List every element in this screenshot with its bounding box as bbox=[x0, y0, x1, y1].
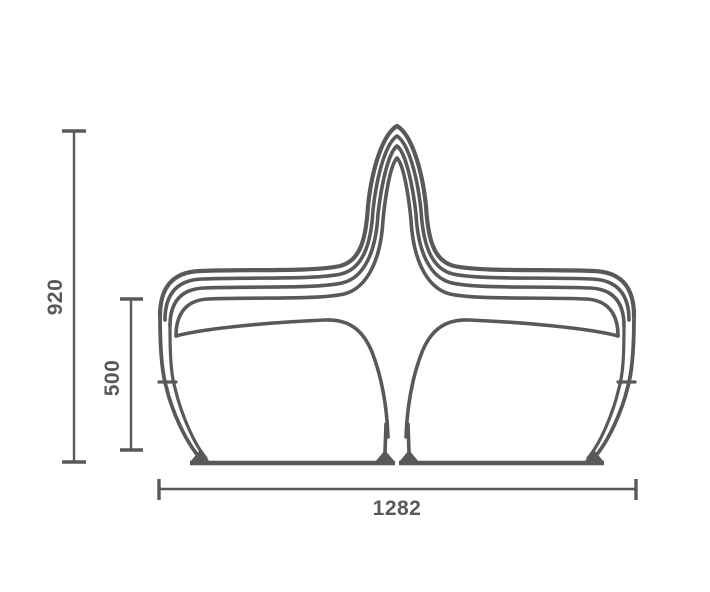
sofa-contour-2 bbox=[163, 134, 631, 322]
dimension-label-overall-height: 920 bbox=[44, 279, 67, 316]
dimension-seat-height bbox=[120, 297, 143, 452]
foot-right-inner bbox=[399, 450, 419, 462]
sofa-contour-3 bbox=[168, 144, 626, 328]
right-seat-body bbox=[404, 318, 620, 439]
dimension-label-overall-width: 1282 bbox=[373, 497, 422, 520]
foot-right-outer bbox=[584, 450, 604, 462]
sofa-outline bbox=[157, 123, 637, 460]
foot-left-outer bbox=[190, 450, 210, 462]
left-centre-leg bbox=[383, 422, 388, 454]
dimension-overall-height bbox=[62, 129, 86, 464]
left-seat-body bbox=[174, 318, 390, 439]
dimension-label-seat-height: 500 bbox=[101, 360, 124, 397]
sofa-inner-contour bbox=[174, 156, 620, 338]
dimension-overall-width bbox=[157, 479, 638, 500]
right-outer-leg bbox=[592, 314, 636, 460]
sofa-outer-silhouette bbox=[157, 123, 637, 319]
right-centre-leg bbox=[406, 422, 411, 454]
left-outer-leg bbox=[158, 314, 202, 460]
sofa-feet bbox=[190, 450, 604, 462]
left-outer-leg-inner bbox=[168, 324, 208, 460]
right-outer-leg-inner bbox=[586, 324, 626, 460]
foot-left-inner bbox=[375, 450, 395, 462]
